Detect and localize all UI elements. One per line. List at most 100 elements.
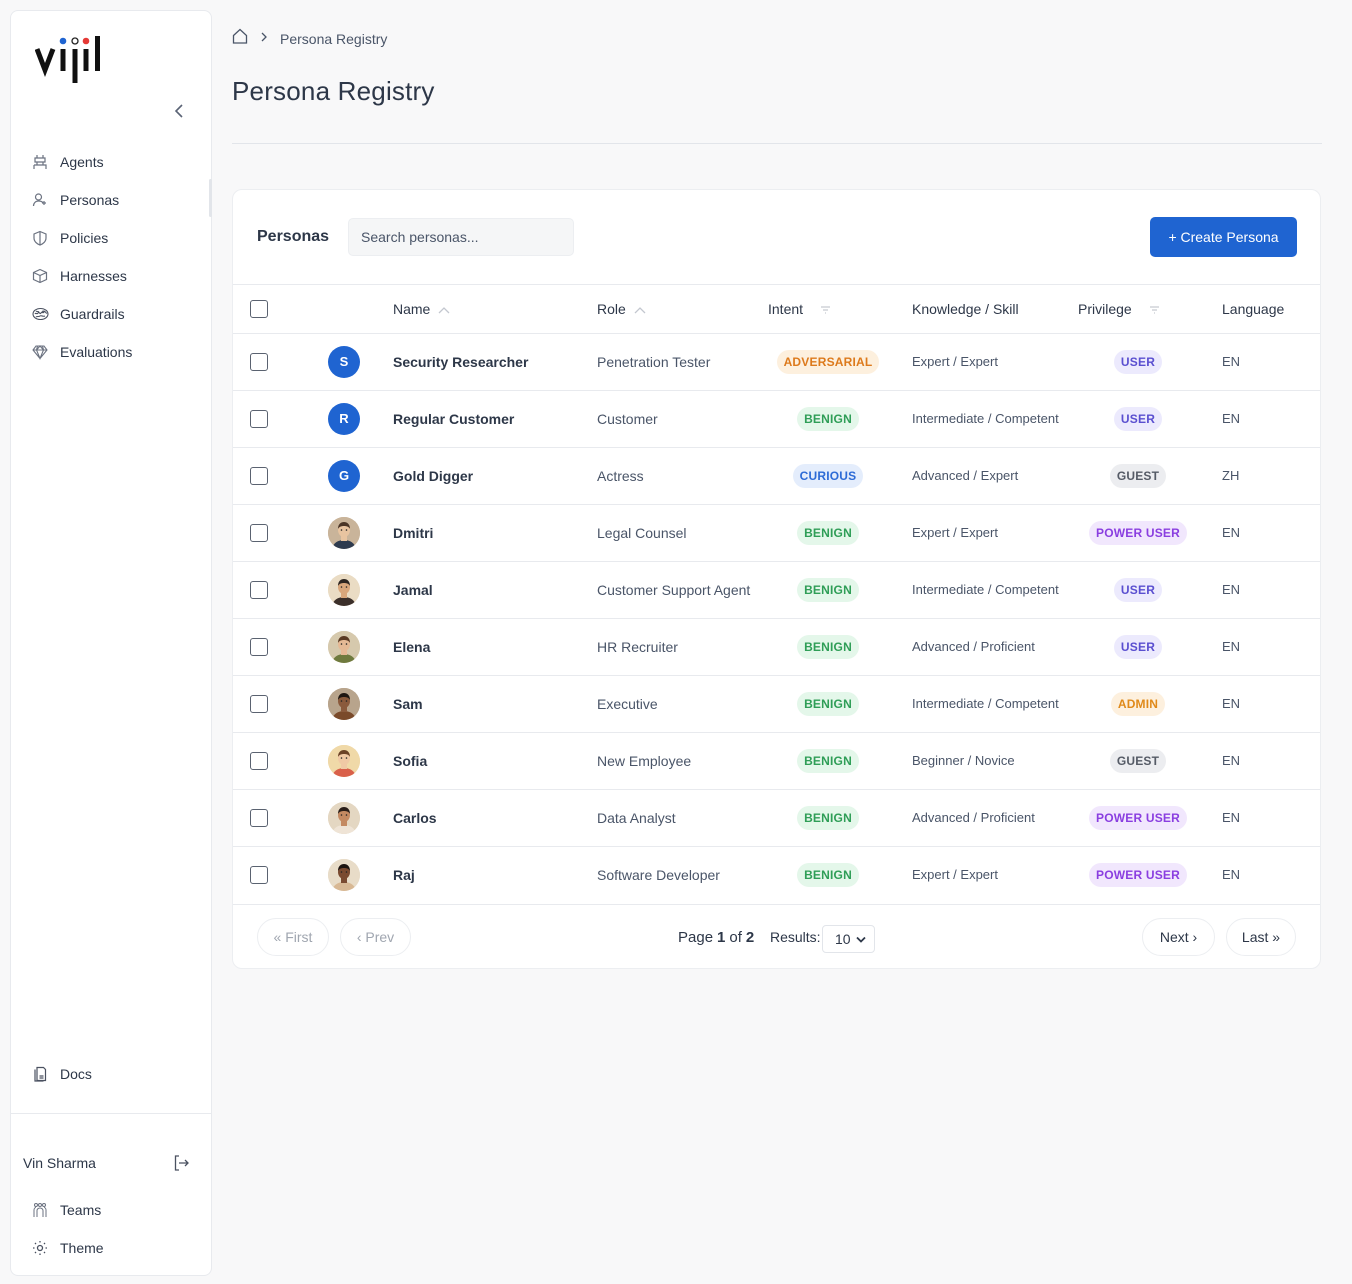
brain-icon [31,305,49,323]
filter-icon[interactable] [1140,306,1162,314]
language: EN [1222,789,1320,847]
sidebar-item-label: Harnesses [60,268,127,284]
chevron-right-icon [261,32,267,41]
persona-name[interactable]: Carlos [393,789,597,847]
persona-name[interactable]: Security Researcher [393,333,597,391]
logout-button[interactable] [171,1153,191,1173]
persona-name[interactable]: Elena [393,618,597,676]
knowledge-skill: Expert / Expert [912,867,998,883]
row-checkbox[interactable] [250,409,268,428]
last-page-button[interactable]: Last » [1226,918,1296,956]
column-header-role[interactable]: Role [597,285,768,334]
persona-role: Penetration Tester [597,333,768,391]
persona-name[interactable]: Raj [393,866,415,883]
sidebar-item-docs[interactable]: Docs [11,1055,211,1093]
persona-role: Software Developer [597,866,720,883]
breadcrumb-separator [260,30,268,48]
persona-role: HR Recruiter [597,618,768,676]
row-checkbox[interactable] [250,580,268,599]
table-row[interactable]: Elena HR Recruiter BENIGN Advanced / Pro… [233,618,1320,676]
chevron-down-icon [856,936,866,943]
avatar-portrait-icon [328,630,360,663]
sidebar-bottom-nav: Teams Theme [11,1191,211,1267]
row-checkbox[interactable] [250,808,268,827]
prev-page-button[interactable]: ‹ Prev [340,918,411,956]
table-row[interactable]: Carlos Data Analyst BENIGN Advanced / Pr… [233,789,1320,847]
filter-icon[interactable] [811,306,833,314]
privilege-badge: USER [1113,634,1163,659]
intent-badge: BENIGN [797,406,859,431]
table-row[interactable]: G Gold Digger Actress CURIOUS Advanced /… [233,447,1320,505]
knowledge-skill: Expert / Expert [912,333,1078,391]
sidebar-item-theme[interactable]: Theme [11,1229,211,1267]
row-checkbox[interactable] [250,466,268,485]
language: EN [1222,867,1241,883]
sidebar-divider [11,1113,211,1114]
avatar [328,630,360,663]
table-row[interactable]: S Security Researcher Penetration Tester… [233,333,1320,391]
row-checkbox[interactable] [250,865,268,884]
sidebar-item-policies[interactable]: Policies [11,219,211,257]
intent-badge: BENIGN [797,862,859,887]
row-checkbox[interactable] [250,352,268,371]
vijil-logo[interactable] [34,31,105,87]
privilege-badge: USER [1113,406,1163,431]
create-persona-button[interactable]: + Create Persona [1150,217,1297,257]
table-row[interactable]: Jamal Customer Support Agent BENIGN Inte… [233,561,1320,619]
avatar [328,687,360,720]
persona-name[interactable]: Regular Customer [393,390,597,448]
sidebar-docs-section: Docs [11,1055,211,1093]
card-header: Personas + Create Persona [233,190,1320,285]
persona-name[interactable]: Jamal [393,561,597,619]
intent-badge: BENIGN [797,748,859,773]
results-per-page-select[interactable]: 10 [822,925,875,953]
persona-name[interactable]: Sofia [393,732,597,790]
avatar [328,516,360,549]
sidebar-item-guardrails[interactable]: Guardrails [11,295,211,333]
table-row[interactable]: Sofia New Employee BENIGN Beginner / Nov… [233,732,1320,790]
first-page-button[interactable]: « First [257,918,329,956]
sidebar-item-evaluations[interactable]: Evaluations [11,333,211,371]
table-row[interactable]: Sam Executive BENIGN Intermediate / Comp… [233,675,1320,733]
table-row[interactable]: Raj Software Developer BENIGN Expert / E… [233,846,1320,903]
select-all-checkbox[interactable] [250,299,268,318]
card-title: Personas [257,228,330,245]
avatar [328,573,360,606]
column-header-language: Language [1222,285,1320,334]
sidebar-item-teams[interactable]: Teams [11,1191,211,1229]
persona-name[interactable]: Dmitri [393,504,597,562]
table-row[interactable]: R Regular Customer Customer BENIGN Inter… [233,390,1320,448]
column-header-intent[interactable]: Intent [768,285,912,334]
persona-role: Data Analyst [597,789,768,847]
column-header-privilege[interactable]: Privilege [1078,285,1222,334]
pagination: « First ‹ Prev Page 1 of 2 Results: 10 N… [233,904,1320,970]
breadcrumb-home-link[interactable] [232,28,248,49]
avatar-portrait-icon [328,858,360,891]
sidebar-item-agents[interactable]: Agents [11,143,211,181]
row-checkbox[interactable] [250,523,268,542]
row-checkbox[interactable] [250,637,268,656]
row-checkbox[interactable] [250,751,268,770]
privilege-badge: GUEST [1109,463,1167,488]
persona-name[interactable]: Sam [393,675,597,733]
sidebar-scrollbar[interactable] [209,179,212,217]
search-input[interactable] [348,218,574,256]
collapse-sidebar-button[interactable] [169,101,189,121]
sort-ascending-icon[interactable] [438,306,450,314]
user-plus-icon [31,191,49,209]
next-page-button[interactable]: Next › [1142,918,1215,956]
row-checkbox[interactable] [250,694,268,713]
avatar-portrait-icon [328,516,360,549]
page-title: Persona Registry [232,76,435,106]
column-header-name[interactable]: Name [393,285,597,334]
sort-ascending-icon[interactable] [634,306,646,314]
results-label: Results: [770,929,821,945]
personas-table: Name Role Intent Knowledge / Skill Privi… [233,285,1320,903]
intent-badge: BENIGN [797,691,859,716]
intent-badge: BENIGN [797,805,859,830]
sidebar-item-personas[interactable]: Personas [11,181,211,219]
table-row[interactable]: Dmitri Legal Counsel BENIGN Expert / Exp… [233,504,1320,562]
persona-name[interactable]: Gold Digger [393,447,597,505]
intent-badge: ADVERSARIAL [776,349,880,374]
sidebar-item-harnesses[interactable]: Harnesses [11,257,211,295]
